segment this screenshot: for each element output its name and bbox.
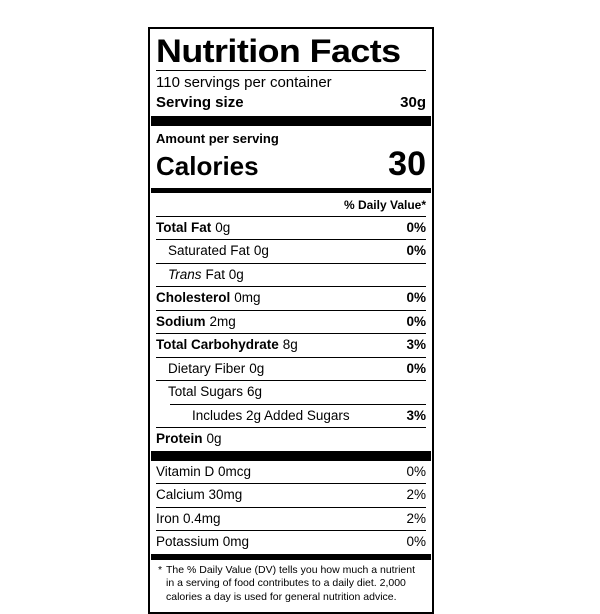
- servings-per-container: 110 servings per container: [156, 74, 332, 91]
- label-title: Nutrition Facts: [156, 33, 401, 69]
- nutrient-row-total-sugars: Total Sugars 6g: [156, 380, 426, 404]
- nutrient-amount: 2mg: [209, 313, 236, 329]
- vitamin-dv: 0%: [406, 463, 426, 479]
- nutrient-name: Saturated Fat: [168, 243, 250, 259]
- serving-size-value: 30g: [400, 94, 426, 111]
- nutrient-row-added-sugars: Includes 2g Added Sugars 3%: [170, 403, 426, 428]
- vitamin-name: Potassium 0mg: [156, 534, 250, 550]
- calories-label: Calories: [156, 150, 259, 181]
- nutrient-name: Trans: [168, 266, 202, 282]
- nutrient-row-trans-fat: Trans Fat 0g: [156, 262, 426, 287]
- footnote-divider-bar: [151, 553, 431, 560]
- nutrient-row-sodium: Sodium 2mg 0%: [156, 309, 426, 334]
- vitamin-name: Iron 0.4mg: [156, 510, 221, 526]
- nutrient-amount: 0g: [206, 431, 222, 447]
- nutrient-row-dietary-fiber: Dietary Fiber 0g 0%: [156, 356, 426, 381]
- nutrient-name: Total Fat: [156, 219, 212, 235]
- nutrient-name: Cholesterol: [156, 290, 231, 306]
- nutrient-amount: 0mg: [234, 290, 261, 306]
- vitamin-row-iron: Iron 0.4mg 2%: [156, 506, 426, 531]
- thick-divider-bar: [151, 116, 431, 126]
- nutrient-amount: 8g: [282, 337, 298, 353]
- nutrient-name: Includes 2g Added Sugars: [192, 407, 350, 423]
- calories-value: 30: [388, 144, 426, 183]
- vitamin-dv: 2%: [406, 487, 426, 503]
- vitamin-name: Vitamin D 0mcg: [156, 463, 252, 479]
- serving-size-label: Serving size: [156, 94, 244, 111]
- nutrient-amount: 0g: [249, 360, 265, 376]
- nutrient-dv: 0%: [406, 219, 426, 235]
- vitamin-name: Calcium 30mg: [156, 487, 243, 503]
- vitamin-row-potassium: Potassium 0mg 0%: [156, 530, 426, 554]
- nutrient-amount: Fat 0g: [205, 266, 244, 282]
- nutrient-dv: 0%: [406, 360, 426, 376]
- nutrient-dv: 3%: [406, 407, 426, 423]
- nutrient-row-cholesterol: Cholesterol 0mg 0%: [156, 286, 426, 310]
- footnote-asterisk: *: [158, 563, 163, 576]
- calories-row: Calories 30: [156, 147, 426, 188]
- footnote-text: The % Daily Value (DV) tells you how muc…: [166, 563, 415, 603]
- nutrient-row-saturated-fat: Saturated Fat 0g 0%: [156, 239, 426, 263]
- nutrient-name: Protein: [156, 431, 203, 447]
- thick-divider-bar: [151, 450, 431, 461]
- amount-per-serving-label: Amount per serving: [156, 131, 279, 146]
- nutrient-row-total-carbohydrate: Total Carbohydrate 8g 3%: [156, 333, 426, 357]
- vitamin-dv: 2%: [406, 510, 426, 526]
- vitamin-dv: 0%: [406, 534, 426, 550]
- nutrient-name: Total Carbohydrate: [156, 337, 279, 353]
- nutrient-amount: 6g: [247, 384, 263, 400]
- nutrient-row-protein: Protein 0g: [156, 427, 426, 451]
- nutrient-dv: 3%: [406, 337, 426, 353]
- serving-size-row: Serving size 30g: [156, 94, 426, 116]
- nutrient-amount: 0g: [215, 219, 231, 235]
- nutrient-amount: 0g: [253, 243, 269, 259]
- vitamin-row-vitamin-d: Vitamin D 0mcg 0%: [156, 461, 426, 484]
- title-divider: [156, 70, 426, 71]
- nutrient-name: Dietary Fiber: [168, 360, 246, 376]
- nutrient-name: Total Sugars: [168, 384, 244, 400]
- nutrition-facts-label: Nutrition Facts 110 servings per contain…: [148, 27, 434, 614]
- nutrient-row-total-fat: Total Fat 0g 0%: [156, 215, 426, 240]
- daily-value-header: % Daily Value*: [343, 197, 426, 212]
- nutrient-name: Sodium: [156, 313, 206, 329]
- vitamin-row-calcium: Calcium 30mg 2%: [156, 483, 426, 507]
- nutrient-dv: 0%: [406, 243, 426, 259]
- nutrient-dv: 0%: [406, 290, 426, 306]
- medium-divider-bar: [151, 187, 431, 193]
- nutrient-dv: 0%: [406, 313, 426, 329]
- daily-value-footnote: * The % Daily Value (DV) tells you how m…: [156, 560, 426, 606]
